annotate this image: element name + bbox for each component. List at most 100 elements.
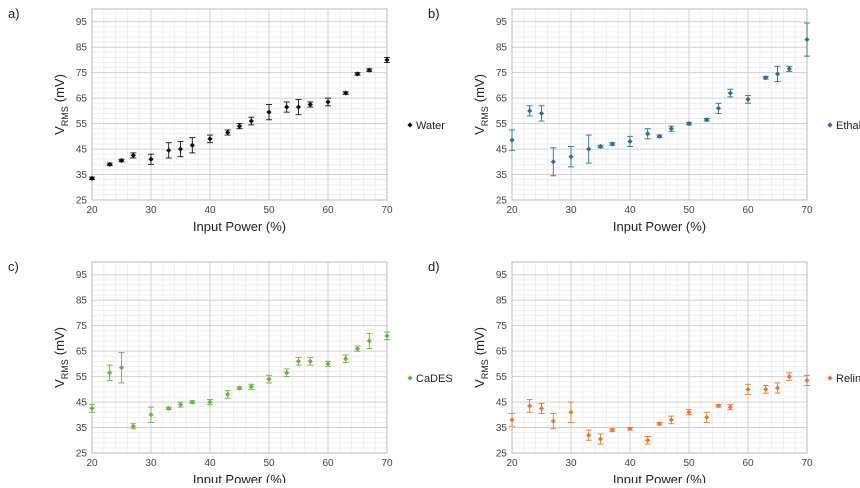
legend-label: Water [416,120,445,132]
marker [538,110,545,117]
marker [307,358,313,364]
y-tick-label: 35 [76,423,88,434]
marker [189,142,195,148]
marker [645,437,651,443]
marker [668,417,674,423]
marker [118,365,125,371]
y-axis-label: VRMS (mV) [472,327,490,388]
y-tick-label: 95 [496,270,508,281]
marker [248,118,254,124]
panel-label: c) [8,259,19,274]
x-tick-label: 30 [565,205,577,216]
x-tick-label: 60 [742,205,754,216]
marker [763,75,769,81]
x-tick-label: 30 [565,458,577,469]
x-tick-label: 50 [683,458,695,469]
y-axis-label: VRMS (mV) [472,74,490,135]
y-tick-label: 35 [496,170,508,181]
marker [627,426,633,432]
panel: d) 25 35 45 55 65 75 85 95 20 30 40 50 60 70 Input Powe… [428,259,860,487]
x-axis-label: Input Power (%) [193,219,286,234]
marker [597,436,604,442]
x-tick-label: 50 [263,205,275,216]
marker [568,409,574,415]
y-axis-label: VRMS (mV) [52,74,70,135]
y-tick-label: 45 [496,145,508,156]
y-tick-label: 95 [496,17,508,28]
marker [284,370,290,376]
y-label-unit: (mV) [472,74,487,102]
marker [774,385,781,391]
marker [107,161,113,167]
legend-label: Ethaline [836,120,860,132]
marker [656,421,663,427]
y-tick-label: 75 [76,321,88,332]
marker [727,404,733,410]
marker [645,131,651,137]
marker [130,152,136,159]
marker [248,384,254,390]
marker [207,399,213,405]
y-tick-label: 75 [76,68,88,79]
x-tick-label: 20 [86,205,98,216]
marker [609,141,615,147]
marker [804,36,810,43]
y-tick-label: 95 [76,17,88,28]
panel: c) 25 35 45 55 65 75 85 95 20 30 40 50 60 70 Input Powe… [8,259,453,487]
y-tick-label: 85 [496,296,508,307]
y-tick-label: 25 [496,449,508,460]
marker [656,133,663,139]
x-tick-label: 70 [801,458,813,469]
x-tick-label: 20 [506,458,518,469]
legend-marker [827,375,833,381]
marker [384,57,390,63]
x-axis-label: Input Power (%) [193,472,286,483]
x-tick-label: 70 [801,205,813,216]
marker [307,101,313,108]
marker [509,417,515,423]
y-label-symbol: V [52,379,67,388]
x-tick-label: 20 [86,458,98,469]
marker [609,427,615,433]
marker [107,370,113,376]
marker [704,117,710,123]
x-tick-label: 40 [624,458,636,469]
marker [177,146,184,152]
marker [325,361,331,367]
marker [343,356,349,362]
marker [627,138,633,145]
marker [727,90,733,96]
x-tick-label: 30 [145,458,157,469]
marker [354,71,361,77]
y-label-unit: (mV) [52,327,67,355]
x-axis-label: Input Power (%) [613,219,706,234]
y-axis-label: VRMS (mV) [52,327,70,388]
marker [715,403,722,409]
marker [89,405,95,412]
y-tick-label: 75 [496,321,508,332]
marker [343,90,349,96]
marker [668,126,674,132]
x-tick-label: 70 [381,205,393,216]
marker [89,175,95,181]
marker [786,374,792,380]
x-tick-label: 70 [381,458,393,469]
marker [745,386,751,392]
x-tick-label: 40 [204,458,216,469]
plot-frame [91,8,388,201]
y-tick-label: 55 [496,119,508,130]
y-tick-label: 85 [76,296,88,307]
marker [166,147,172,153]
legend-label: Reline [836,373,860,385]
y-tick-label: 55 [496,372,508,383]
marker [538,405,545,412]
legend-marker [407,122,413,128]
y-tick-label: 45 [76,398,88,409]
marker [763,386,769,392]
marker [550,418,556,424]
panel-label: d) [428,259,440,274]
y-tick-label: 75 [496,68,508,79]
legend-label: CaDES [416,373,453,385]
x-tick-label: 20 [506,205,518,216]
y-tick-label: 25 [76,449,88,460]
